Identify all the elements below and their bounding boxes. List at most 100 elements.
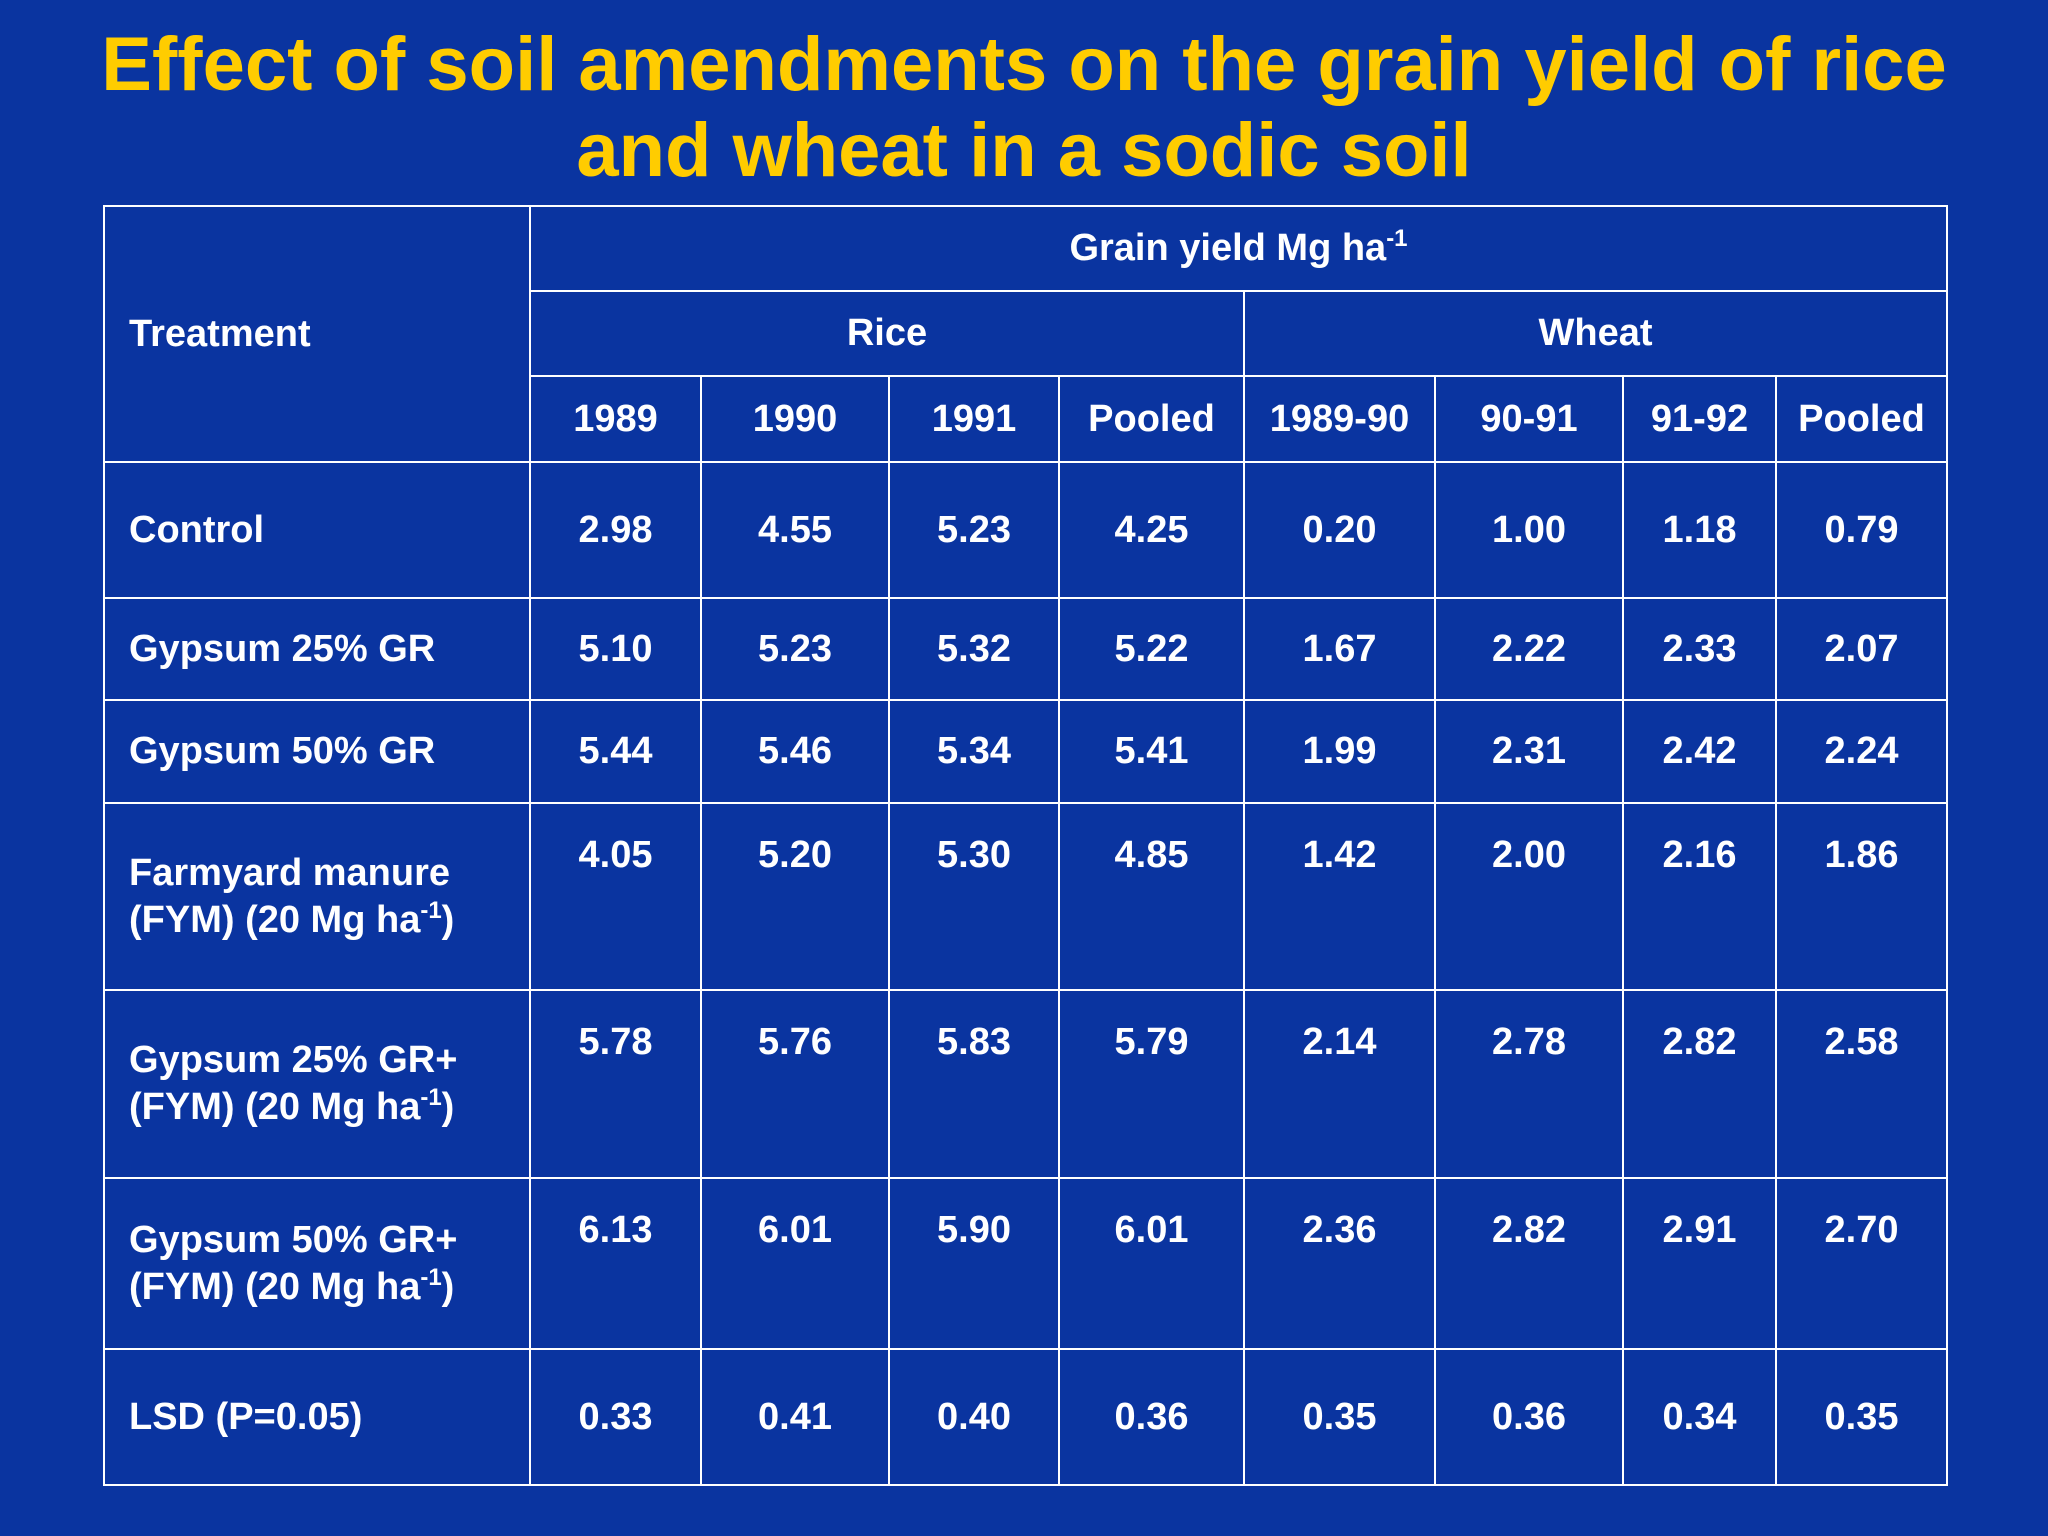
superscript: -1 — [420, 896, 442, 924]
column-header: Pooled — [1775, 375, 1948, 463]
value: 2.24 — [1824, 730, 1899, 772]
value-cell: 0.36 — [1058, 1348, 1245, 1486]
value: 6.01 — [758, 1209, 832, 1251]
superscript: -1 — [420, 1084, 442, 1111]
value: 0.36 — [1114, 1395, 1189, 1438]
value: 2.58 — [1824, 1021, 1899, 1063]
treatment-text: Gypsum 50% GR+ — [129, 1218, 458, 1261]
value: 2.00 — [1492, 834, 1566, 876]
value-cell: 1.99 — [1243, 699, 1436, 804]
superscript: -1 — [420, 1263, 442, 1291]
treatment-text: LSD (P=0.05) — [129, 1395, 363, 1438]
value: 1.99 — [1302, 730, 1377, 772]
treatment-cell: Farmyard manure (FYM) (20 Mg ha-1) — [103, 802, 531, 991]
value: 5.76 — [758, 1021, 832, 1063]
value: 1.67 — [1302, 627, 1377, 670]
value-cell: 2.98 — [529, 461, 702, 599]
header-text: 1990 — [752, 397, 838, 440]
treatment-line: (FYM) (20 Mg ha-1) — [129, 1264, 529, 1311]
value-cell: 0.36 — [1434, 1348, 1624, 1486]
value-cell: 5.90 — [888, 1177, 1060, 1350]
value-cell: 1.42 — [1243, 802, 1436, 991]
value-cell: 1.18 — [1622, 461, 1777, 599]
value-cell: 0.79 — [1775, 461, 1948, 599]
data-row: Gypsum 50% GR 5.44 5.46 5.34 5.41 1.99 2.31 2.4… — [103, 699, 1948, 804]
value-cell: 5.30 — [888, 802, 1060, 991]
value-cell: 0.20 — [1243, 461, 1436, 599]
value: 5.83 — [937, 1021, 1011, 1063]
treatment-text: ) — [441, 898, 455, 941]
value: 5.30 — [937, 834, 1011, 876]
header-text: Rice — [846, 312, 928, 354]
value-cell: 0.41 — [700, 1348, 890, 1486]
value-cell: 5.41 — [1058, 699, 1245, 804]
value: 5.23 — [937, 508, 1011, 551]
value: 6.01 — [1114, 1209, 1189, 1251]
data-row: Control 2.98 4.55 5.23 4.25 0.20 1.00 1.18 0.79 — [103, 461, 1948, 599]
value-cell: 2.36 — [1243, 1177, 1436, 1350]
value-cell: 2.07 — [1775, 597, 1948, 701]
value: 1.86 — [1824, 834, 1899, 876]
treatment-text: Gypsum 25% GR — [129, 627, 436, 670]
header-text: Grain yield Mg ha — [1069, 227, 1387, 269]
value: 4.55 — [758, 508, 832, 551]
column-header: 1989 — [529, 375, 702, 463]
treatment-line: Gypsum 25% GR — [129, 626, 529, 673]
value: 2.36 — [1302, 1209, 1377, 1251]
crop-header: Wheat — [1243, 290, 1948, 377]
header-text: Pooled — [1798, 397, 1925, 440]
value: 2.82 — [1662, 1021, 1737, 1063]
treatment-text: ) — [441, 1265, 455, 1308]
value: 4.25 — [1114, 508, 1189, 551]
value: 2.82 — [1492, 1209, 1566, 1251]
value-cell: 0.35 — [1243, 1348, 1436, 1486]
value-cell: 1.00 — [1434, 461, 1624, 599]
value-cell: 0.33 — [529, 1348, 702, 1486]
value-cell: 5.83 — [888, 989, 1060, 1179]
title-line: and wheat in a sodic soil — [576, 108, 1472, 193]
value: 5.44 — [578, 730, 653, 772]
treatment-line: Gypsum 50% GR+ — [129, 1217, 529, 1264]
value: 6.13 — [578, 1209, 653, 1251]
value-cell: 2.00 — [1434, 802, 1624, 991]
value: 2.22 — [1492, 627, 1566, 670]
value: 0.40 — [937, 1395, 1011, 1438]
treatment-line: LSD (P=0.05) — [129, 1394, 529, 1441]
treatment-text: (FYM) (20 Mg ha — [129, 898, 421, 941]
value-cell: 5.46 — [700, 699, 890, 804]
header-text: 90-91 — [1480, 397, 1578, 440]
value-cell: 6.01 — [1058, 1177, 1245, 1350]
data-row: Gypsum 50% GR+ (FYM) (20 Mg ha-1) 6.13 6.01… — [103, 1177, 1948, 1350]
value: 2.14 — [1302, 1021, 1377, 1063]
value-cell: 2.70 — [1775, 1177, 1948, 1350]
value-cell: 2.16 — [1622, 802, 1777, 991]
value-cell: 5.23 — [700, 597, 890, 701]
value-cell: 2.22 — [1434, 597, 1624, 701]
data-row: Gypsum 25% GR+ (FYM) (20 Mg ha-1) 5.78 5.76… — [103, 989, 1948, 1179]
treatment-cell: Gypsum 25% GR+ (FYM) (20 Mg ha-1) — [103, 989, 531, 1179]
value-cell: 2.33 — [1622, 597, 1777, 701]
header-text: 1989 — [573, 397, 658, 440]
header-text: Treatment — [129, 312, 311, 355]
treatment-line: (FYM) (20 Mg ha-1) — [129, 897, 529, 944]
value-cell: 5.20 — [700, 802, 890, 991]
value: 0.33 — [578, 1395, 653, 1438]
treatment-line: Control — [129, 507, 529, 554]
value-cell: 1.86 — [1775, 802, 1948, 991]
value-cell: 4.05 — [529, 802, 702, 991]
value: 4.05 — [578, 834, 653, 876]
value: 2.70 — [1824, 1209, 1899, 1251]
treatment-text: Control — [129, 508, 265, 551]
value: 5.10 — [578, 627, 653, 670]
column-header: 1991 — [888, 375, 1060, 463]
value-cell: 1.67 — [1243, 597, 1436, 701]
value-cell: 5.10 — [529, 597, 702, 701]
title-line: Effect of soil amendments on the grain y… — [101, 22, 1947, 107]
slide-title: Effect of soil amendments on the grain y… — [0, 22, 2048, 194]
value: 0.20 — [1302, 508, 1377, 551]
value: 2.07 — [1824, 627, 1899, 670]
column-header: 1989-90 — [1243, 375, 1436, 463]
data-row: Gypsum 25% GR 5.10 5.23 5.32 5.22 1.67 2.22 2.3… — [103, 597, 1948, 701]
value-cell: 2.14 — [1243, 989, 1436, 1179]
value: 5.20 — [758, 834, 832, 876]
